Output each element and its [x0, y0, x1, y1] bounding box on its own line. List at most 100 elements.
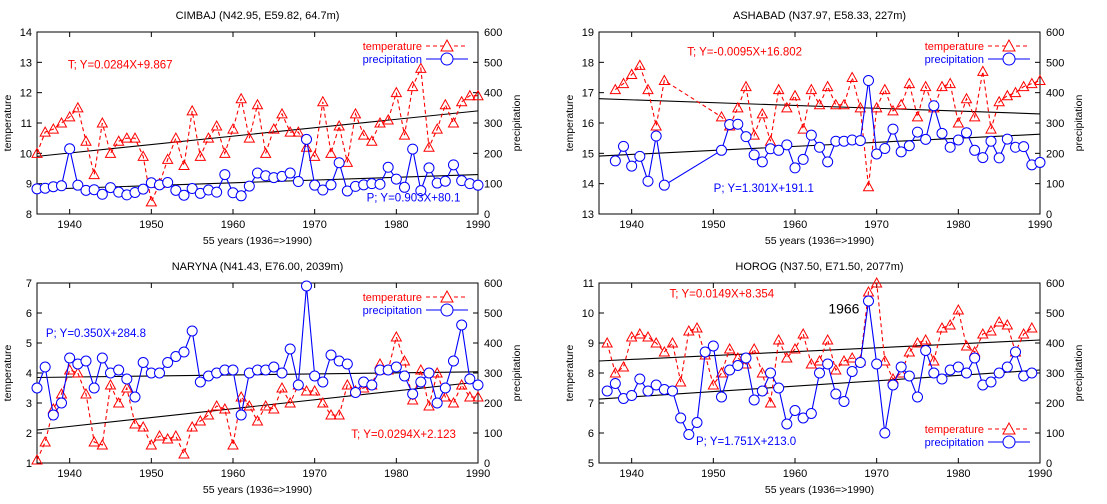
precipitation-point: [317, 184, 329, 196]
chart-panel: HOROG (N37.50, E71.50, 2077m) 1940 1950 196…: [564, 261, 1085, 496]
temperature-point: [398, 129, 411, 140]
y2-tick-label: 400: [484, 338, 502, 350]
temperature-point: [821, 80, 834, 92]
temperature-point: [650, 120, 663, 131]
precipitation-point: [985, 376, 997, 388]
temperature-point: [251, 414, 264, 426]
temperature-point: [813, 98, 826, 110]
x-tick-label: 1980: [946, 219, 970, 231]
temperature-point: [80, 387, 92, 399]
precipitation-point: [186, 325, 198, 337]
precipitation-point: [341, 358, 353, 370]
y2-tick-label: 300: [1046, 368, 1064, 380]
temperature-point: [846, 351, 859, 363]
precipitation-point: [415, 376, 427, 388]
temperature-point: [161, 432, 174, 444]
precipitation-point: [830, 388, 842, 400]
precipitation-point: [961, 367, 972, 379]
temperature-point: [178, 447, 190, 459]
x-tick-label: 1990: [466, 468, 490, 480]
precipitation-point: [56, 180, 67, 192]
chart-title: CIMBAJ (N42.95, E59.82, 64.7m): [176, 10, 340, 22]
temperature-point: [985, 324, 997, 336]
precipitation-point: [969, 352, 981, 364]
y2-tick-label: 400: [1046, 338, 1064, 350]
precipitation-point: [854, 135, 866, 147]
precipitation-point: [407, 143, 419, 155]
temperature-point: [398, 354, 411, 366]
temperature-point: [39, 435, 52, 447]
temperature-point: [96, 438, 109, 450]
precipitation-point: [80, 355, 92, 367]
temperature-point: [161, 153, 174, 164]
x-tick-label: 1960: [783, 468, 807, 480]
temperature-point: [80, 135, 92, 146]
precipitation-point: [789, 405, 801, 416]
temperature-point: [39, 126, 52, 137]
temperature-point: [780, 101, 793, 113]
y-tick-label: 6: [588, 428, 594, 440]
precipitation-point: [301, 133, 312, 145]
temperature-point: [463, 89, 476, 101]
y-tick-label: 4: [26, 368, 32, 380]
temperature-point: [968, 110, 981, 122]
x-tick-label: 1940: [619, 468, 643, 480]
regression-label: T; Y=0.0294X+2.123: [351, 429, 456, 441]
precipitation-point: [129, 391, 141, 403]
precipitation-point: [773, 144, 785, 156]
temperature-point: [625, 68, 638, 79]
y-axis-label: temperature: [2, 95, 14, 152]
precipitation-point: [895, 146, 907, 158]
precipitation-point: [1034, 156, 1046, 168]
precipitation-point: [887, 123, 899, 135]
temperature-point: [1017, 80, 1030, 92]
temperature-point: [463, 390, 476, 402]
precipitation-point: [390, 361, 402, 373]
x-tick-label: 1960: [221, 468, 245, 480]
temperature-point: [218, 402, 231, 414]
precipitation-point: [985, 135, 997, 147]
precipitation-point: [732, 360, 744, 371]
precipitation-point: [748, 394, 760, 406]
temperature-point: [276, 381, 288, 393]
temperature-point: [431, 123, 444, 134]
temperature-point: [112, 135, 125, 146]
precipitation-point: [658, 179, 670, 191]
temperature-point: [911, 336, 924, 348]
precipitation-point: [748, 149, 760, 161]
precipitation-point: [814, 367, 825, 379]
temperature-point: [63, 110, 76, 122]
precipitation-point: [797, 412, 809, 424]
temperature-point: [862, 180, 875, 192]
temperature-point: [104, 147, 117, 158]
precipitation-point: [399, 370, 410, 382]
temperature-point: [887, 104, 899, 116]
precipitation-point: [64, 352, 76, 364]
y-tick-label: 17: [582, 88, 594, 100]
temperature-point: [666, 336, 679, 348]
precipitation-point: [170, 351, 182, 362]
precipitation-point: [162, 176, 174, 188]
y2-tick-label: 0: [484, 458, 490, 470]
temperature-point: [235, 390, 248, 402]
precipitation-point: [96, 188, 108, 200]
precipitation-point: [382, 161, 394, 173]
temperature-point: [903, 345, 916, 357]
y2-axis-label: precipitation: [511, 345, 523, 402]
temperature-point: [316, 396, 329, 408]
precipitation-point: [609, 155, 621, 167]
y-axis-label: temperature: [564, 345, 576, 402]
y-tick-label: 9: [588, 338, 594, 350]
temperature-point: [104, 378, 117, 390]
temperature-point: [642, 83, 654, 95]
temperature-point: [325, 408, 337, 420]
precipitation-point: [235, 409, 247, 421]
y2-tick-label: 300: [484, 368, 502, 380]
chart-panel: ASHABAD (N37.97, E58.33, 227m) 1940 1950 19…: [564, 10, 1085, 247]
precipitation-point: [96, 352, 108, 364]
temperature-point: [202, 132, 215, 143]
legend-marker: [440, 303, 454, 317]
precipitation-point: [186, 183, 198, 195]
temperature-point: [88, 168, 101, 180]
